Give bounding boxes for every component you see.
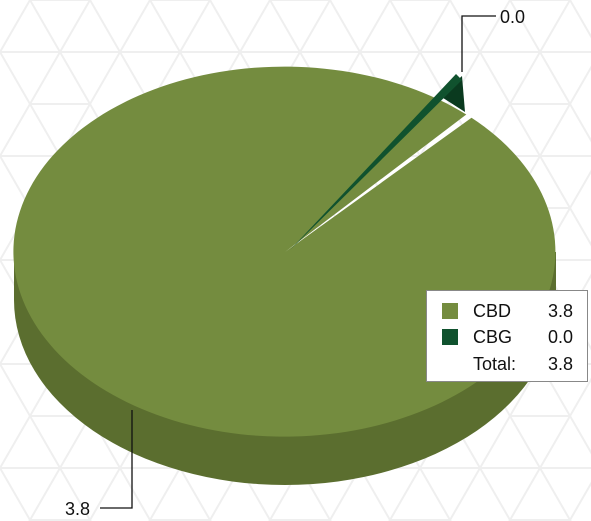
data-label-cbg: 0.0 [500,7,525,27]
legend-label-cbd: CBD [473,301,512,321]
legend-item-cbg: CBG 0.0 [427,326,587,348]
legend-item-cbd: CBD 3.8 [427,300,587,322]
leader-line-cbd [100,410,133,509]
legend-value-cbd: 3.8 [547,301,573,321]
legend-swatch-cbg [442,329,458,345]
legend-value-cbg: 0.0 [547,327,573,347]
legend-total: Total: 3.8 [427,353,587,375]
data-label-cbd: 3.8 [65,499,90,519]
pie-slice-cbg-side [440,76,465,112]
pie-slice-cbg [290,74,462,250]
legend-total-label: Total: [473,354,517,374]
pie-slice-cbd [13,66,556,437]
leader-line-cbg [461,15,496,72]
legend: CBD 3.8 CBG 0.0 Total: 3.8 [426,290,588,382]
legend-total-value: 3.8 [547,354,573,374]
legend-swatch-cbd [442,303,458,319]
legend-label-cbg: CBG [473,327,513,347]
